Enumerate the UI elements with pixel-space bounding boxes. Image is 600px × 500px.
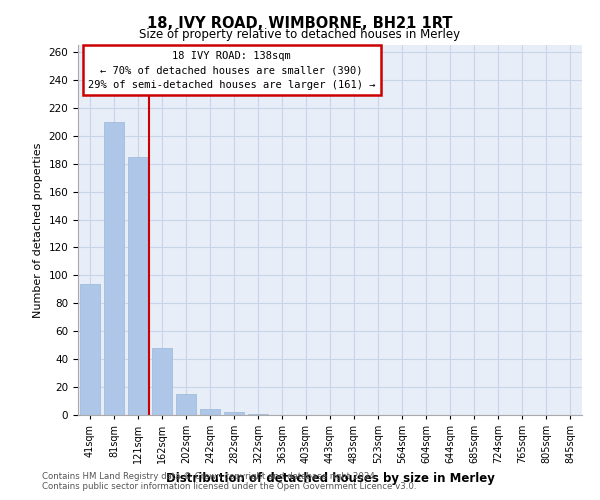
Bar bbox=[248, 414, 268, 415]
Text: 18, IVY ROAD, WIMBORNE, BH21 1RT: 18, IVY ROAD, WIMBORNE, BH21 1RT bbox=[147, 16, 453, 31]
Bar bbox=[200, 410, 220, 415]
Text: Size of property relative to detached houses in Merley: Size of property relative to detached ho… bbox=[139, 28, 461, 41]
Text: Contains public sector information licensed under the Open Government Licence v3: Contains public sector information licen… bbox=[42, 482, 416, 491]
Bar bbox=[176, 394, 196, 415]
Bar bbox=[80, 284, 100, 415]
Y-axis label: Number of detached properties: Number of detached properties bbox=[33, 142, 43, 318]
X-axis label: Distribution of detached houses by size in Merley: Distribution of detached houses by size … bbox=[166, 472, 494, 484]
Bar bbox=[104, 122, 124, 415]
Text: 18 IVY ROAD: 138sqm
← 70% of detached houses are smaller (390)
29% of semi-detac: 18 IVY ROAD: 138sqm ← 70% of detached ho… bbox=[88, 50, 376, 90]
Bar bbox=[224, 412, 244, 415]
Bar bbox=[152, 348, 172, 415]
Text: Contains HM Land Registry data © Crown copyright and database right 2024.: Contains HM Land Registry data © Crown c… bbox=[42, 472, 377, 481]
Bar bbox=[128, 156, 148, 415]
